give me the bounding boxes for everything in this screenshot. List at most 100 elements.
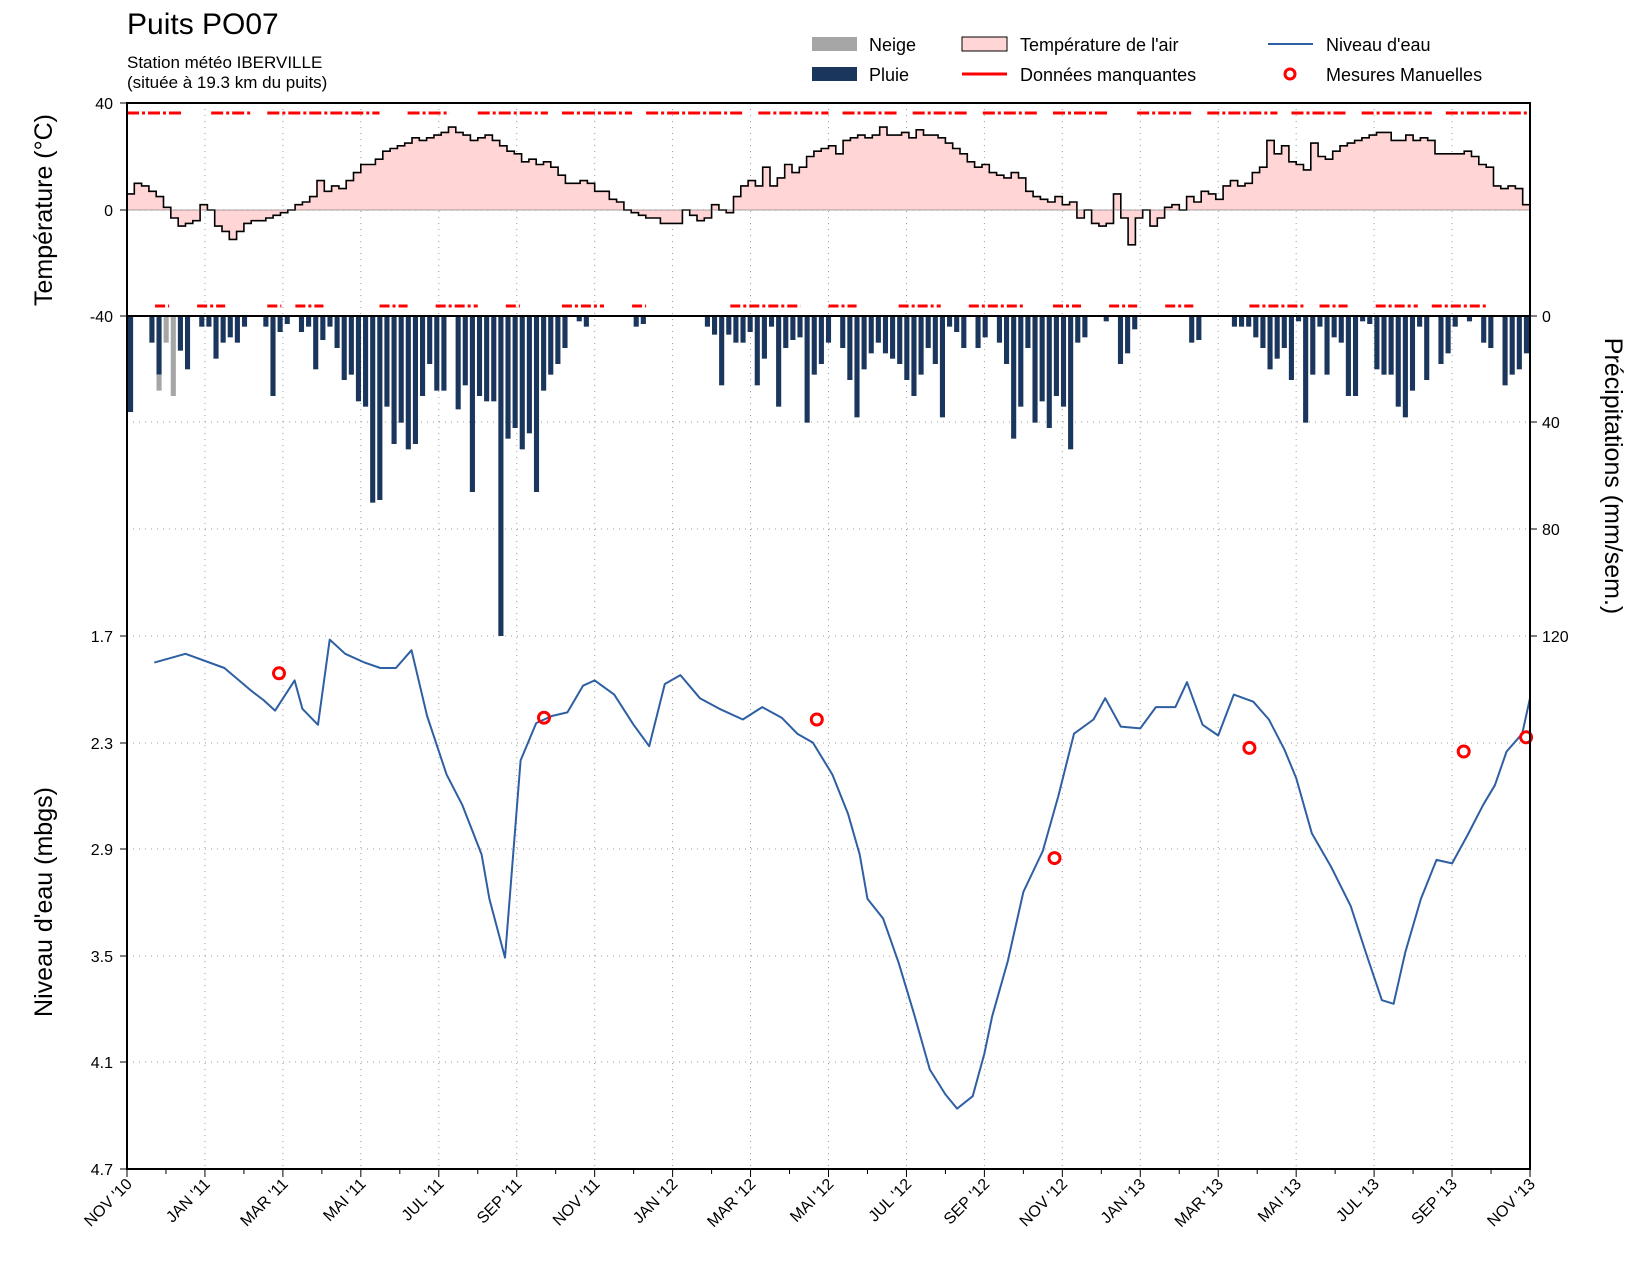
rain-bar [1502, 316, 1508, 386]
rain-bar [1039, 316, 1045, 402]
rain-bar [441, 316, 447, 391]
water-level-axis-title: Niveau d'eau (mbgs) [30, 787, 58, 1017]
x-tick-label: NOV '12 [1017, 1176, 1071, 1230]
rain-bar [719, 316, 725, 386]
rain-bar [1345, 316, 1351, 396]
legend-manual-label: Mesures Manuelles [1326, 65, 1482, 85]
rain-bar [1317, 316, 1323, 327]
rain-bar [263, 316, 269, 327]
manual-measurement-marker [272, 666, 286, 681]
rain-bar [1246, 316, 1252, 327]
precip-tick-label: 0 [1542, 309, 1551, 326]
rain-bar [156, 316, 162, 375]
rain-bar [512, 316, 518, 428]
rain-bar [754, 316, 760, 386]
rain-bar [1281, 316, 1287, 348]
manual-measurement-marker [809, 712, 824, 727]
rain-bar [227, 316, 233, 338]
rain-bar [1267, 316, 1273, 370]
rain-bar [861, 316, 867, 370]
rain-bar [398, 316, 404, 423]
rain-bar [1523, 316, 1529, 354]
rain-bar [740, 316, 746, 343]
rain-bar [1025, 316, 1031, 348]
rain-bar [213, 316, 219, 359]
rain-bar [911, 316, 917, 396]
rain-bar [840, 316, 846, 348]
rain-bar [1053, 316, 1059, 396]
rain-bar [733, 316, 739, 343]
temperature-panel [127, 111, 1530, 308]
rain-bar [640, 316, 646, 324]
rain-bar [476, 316, 483, 396]
rain-bar [1046, 316, 1052, 428]
legend-air-temp-swatch [961, 36, 1008, 52]
rain-bar [455, 316, 461, 410]
water-tick-label: 4.7 [91, 1162, 113, 1179]
rain-bar [313, 316, 319, 370]
rain-bar [199, 316, 205, 327]
rain-bar [298, 316, 305, 332]
temp-tick-label: 0 [104, 203, 113, 220]
rain-bar [882, 316, 889, 354]
rain-bar [975, 316, 981, 348]
snow-bar [156, 374, 162, 391]
rain-bar [961, 316, 967, 348]
rain-bar [341, 316, 347, 380]
rain-bar [825, 316, 832, 343]
rain-bar [1082, 316, 1088, 338]
x-tick-label: SEP '13 [1409, 1176, 1461, 1228]
legend-missing-label: Données manquantes [1020, 65, 1196, 85]
manual-measurement-marker [1519, 730, 1534, 745]
precip-tick-label: 120 [1542, 629, 1569, 646]
x-tick-label: MAR '11 [238, 1176, 292, 1230]
x-tick-label: NOV '10 [81, 1176, 135, 1230]
rain-bar [790, 316, 796, 340]
rain-bar [1117, 316, 1124, 364]
snow-bar [163, 316, 169, 343]
x-tick-label: JAN '12 [630, 1176, 681, 1227]
rain-bar [363, 316, 369, 407]
rain-bar [526, 316, 532, 434]
rain-bar [982, 316, 988, 338]
rain-bar [1509, 316, 1515, 375]
rain-bar [1103, 316, 1109, 322]
precipitation-axis-title: Précipitations (mm/sem.) [1599, 338, 1627, 614]
rain-bar [1068, 316, 1074, 450]
rain-bar [1352, 316, 1359, 396]
rain-bar [947, 316, 953, 327]
precipitation-y-ticks: 0 40 80 120 [1530, 309, 1569, 646]
rain-bar [1260, 316, 1266, 348]
rain-bar [1075, 316, 1081, 343]
rain-bar [1424, 316, 1430, 380]
rain-bar [391, 316, 397, 444]
rain-bar [555, 316, 561, 364]
rain-bar [932, 316, 938, 364]
rain-bar [184, 316, 191, 370]
rain-bar [875, 316, 881, 343]
rain-bar [1481, 316, 1487, 343]
water-level-y-ticks: 1.7 2.3 2.9 3.5 4.1 4.7 [91, 629, 127, 1179]
rain-bar [576, 316, 582, 322]
rain-bar [1018, 316, 1024, 407]
water-tick-label: 1.7 [91, 629, 113, 646]
x-tick-label: JAN '13 [1098, 1176, 1149, 1227]
rain-bar [1402, 316, 1408, 418]
rain-bar [897, 316, 903, 364]
rain-bar [1381, 316, 1387, 375]
rain-bar [541, 316, 547, 391]
x-tick-label: NOV '11 [550, 1176, 604, 1230]
chart-title: Puits PO07 [127, 8, 279, 41]
chart-subtitle-station: Station météo IBERVILLE [127, 53, 322, 72]
rain-bar [797, 316, 803, 338]
rain-bar [1239, 316, 1245, 327]
rain-bar [904, 316, 910, 380]
water-level-line [154, 638, 1531, 1110]
rain-bar [1011, 316, 1017, 439]
rain-bar [220, 316, 226, 343]
x-tick-label: JUL '11 [399, 1176, 448, 1225]
rain-bar [1231, 316, 1238, 327]
precip-tick-label: 40 [1542, 415, 1560, 432]
air-temperature-line [127, 126, 1530, 246]
precipitation-panel [128, 316, 1529, 636]
